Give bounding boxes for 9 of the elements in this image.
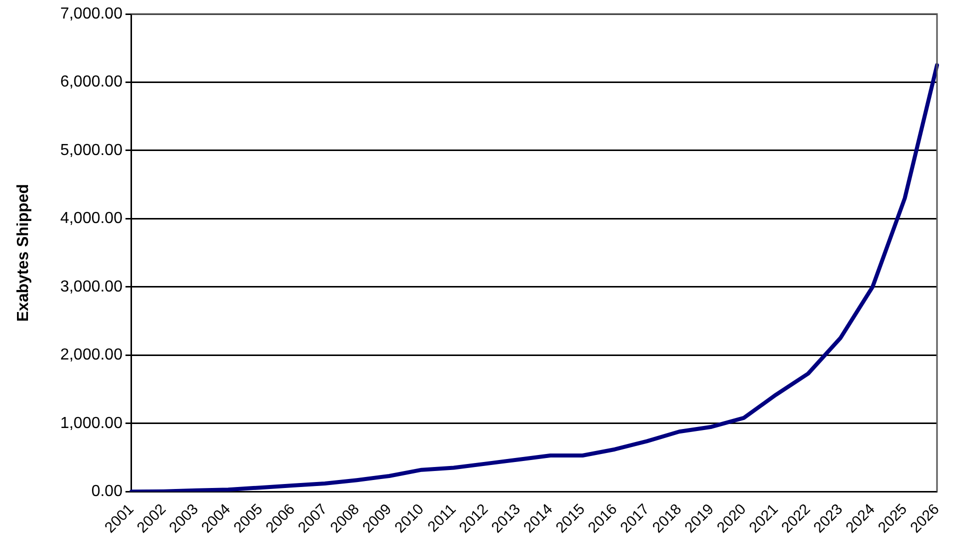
- y-tick-label: 7,000.00: [60, 5, 123, 22]
- y-tick-label: 4,000.00: [60, 210, 123, 228]
- y-tick-label: 3,000.00: [60, 278, 123, 296]
- y-tick-label: 0.00: [91, 483, 123, 500]
- y-tick-label: 6,000.00: [60, 74, 123, 91]
- y-axis-title: Exabytes Shipped: [15, 184, 32, 322]
- y-tick-label: 2,000.00: [60, 346, 123, 364]
- y-tick-label: 5,000.00: [60, 142, 123, 159]
- y-tick-label: 1,000.00: [60, 414, 123, 432]
